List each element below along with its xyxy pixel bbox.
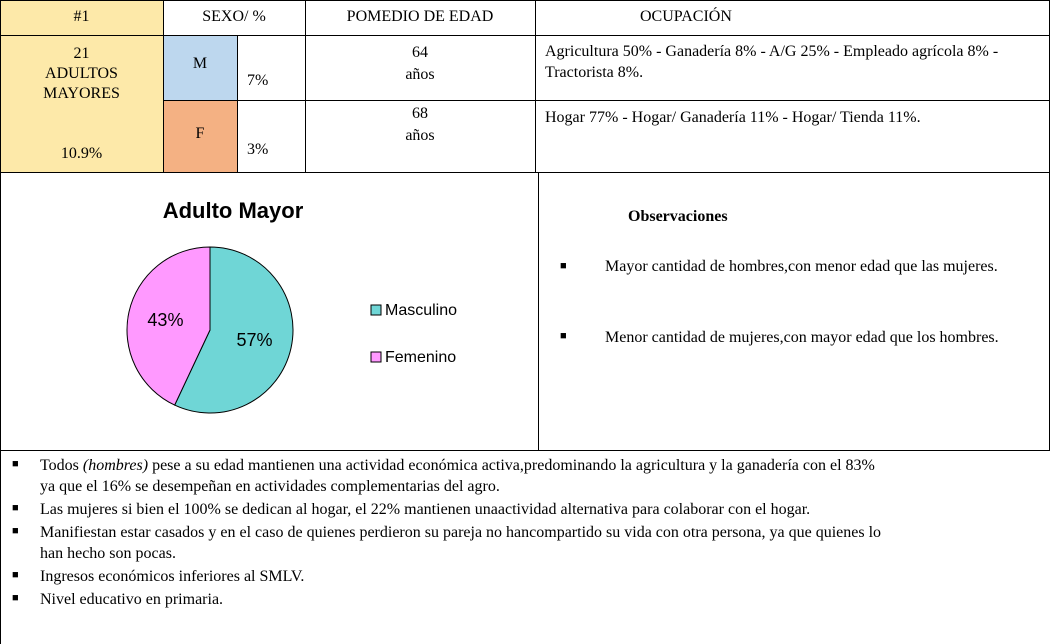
bullet: ■ xyxy=(12,592,19,604)
header: #1 xyxy=(73,8,90,25)
observations-title: Observaciones xyxy=(628,208,728,225)
legend-swatch xyxy=(370,304,382,316)
age-unit: años xyxy=(405,127,435,144)
header: OCUPACIÓN xyxy=(640,8,732,25)
bullet: ■ xyxy=(12,525,19,537)
sex: M xyxy=(192,55,208,72)
rule xyxy=(0,35,1050,36)
yellow-cell xyxy=(0,0,163,172)
observation: Mayor cantidad de hombres,con menor edad… xyxy=(605,258,998,275)
note-italic: (hombres) xyxy=(82,457,149,474)
bullet: ■ xyxy=(12,569,19,581)
percent: 7% xyxy=(247,72,269,89)
rule xyxy=(0,0,1050,1)
sex: F xyxy=(195,125,205,142)
label: ADULTOS xyxy=(45,65,118,82)
rule xyxy=(305,0,306,172)
legend-label: Masculino xyxy=(385,302,457,319)
age-unit: años xyxy=(405,66,435,83)
label: MAYORES xyxy=(43,85,120,102)
note-text: Todos xyxy=(40,457,83,474)
age-value: 64 xyxy=(412,44,428,61)
header: POMEDIO DE EDAD xyxy=(346,8,494,25)
rule xyxy=(535,0,536,172)
rule xyxy=(0,450,1050,451)
age: 64 años xyxy=(305,42,535,86)
note: Todos (hombres) pese a su edad mantienen… xyxy=(40,455,890,497)
bullet: ■ xyxy=(560,330,567,342)
rule xyxy=(0,172,1050,173)
header: SEXO/ % xyxy=(202,8,266,25)
chart-title: Adulto Mayor xyxy=(163,198,304,223)
note: Manifiestan estar casados y en el caso d… xyxy=(40,524,882,562)
legend-swatch xyxy=(370,351,382,363)
pie-slice xyxy=(126,246,211,406)
occupation: Hogar 77% - Hogar/ Ganadería 11% - Hogar… xyxy=(545,109,921,126)
note: Nivel educativo en primaria. xyxy=(40,591,224,608)
note: Ingresos económicos inferiores al SMLV. xyxy=(40,568,305,585)
rule xyxy=(0,0,1,644)
occupation: Agricultura 50% - Ganadería 8% - A/G 25%… xyxy=(545,43,999,81)
f-cell xyxy=(163,100,237,172)
pie-chart: Adulto Mayor 57% Masculino 43% Femenino xyxy=(126,198,457,414)
rule xyxy=(163,100,1050,101)
age: 68 años xyxy=(305,103,535,147)
rule xyxy=(163,0,164,172)
observation: Menor cantidad de mujeres,con mayor edad… xyxy=(605,329,999,346)
rule xyxy=(538,172,539,450)
note-text: pese a su edad mantienen una actividad e… xyxy=(40,457,875,495)
age-value: 68 xyxy=(412,105,428,122)
legend-label: Femenino xyxy=(385,349,456,366)
slice-label: 57% xyxy=(237,330,273,350)
count: 21 xyxy=(73,45,90,62)
note: Las mujeres si bien el 100% se dedican a… xyxy=(40,501,811,518)
percent: 3% xyxy=(247,141,269,158)
group-percent: 10.9% xyxy=(60,145,103,162)
m-cell xyxy=(163,35,237,100)
slice-label: 43% xyxy=(147,310,183,330)
rule xyxy=(237,35,238,172)
bullet: ■ xyxy=(12,502,19,514)
group: 21 ADULTOS MAYORES xyxy=(0,44,163,104)
pie-slice xyxy=(173,246,294,414)
bullet: ■ xyxy=(560,260,567,272)
bullet: ■ xyxy=(12,458,19,470)
